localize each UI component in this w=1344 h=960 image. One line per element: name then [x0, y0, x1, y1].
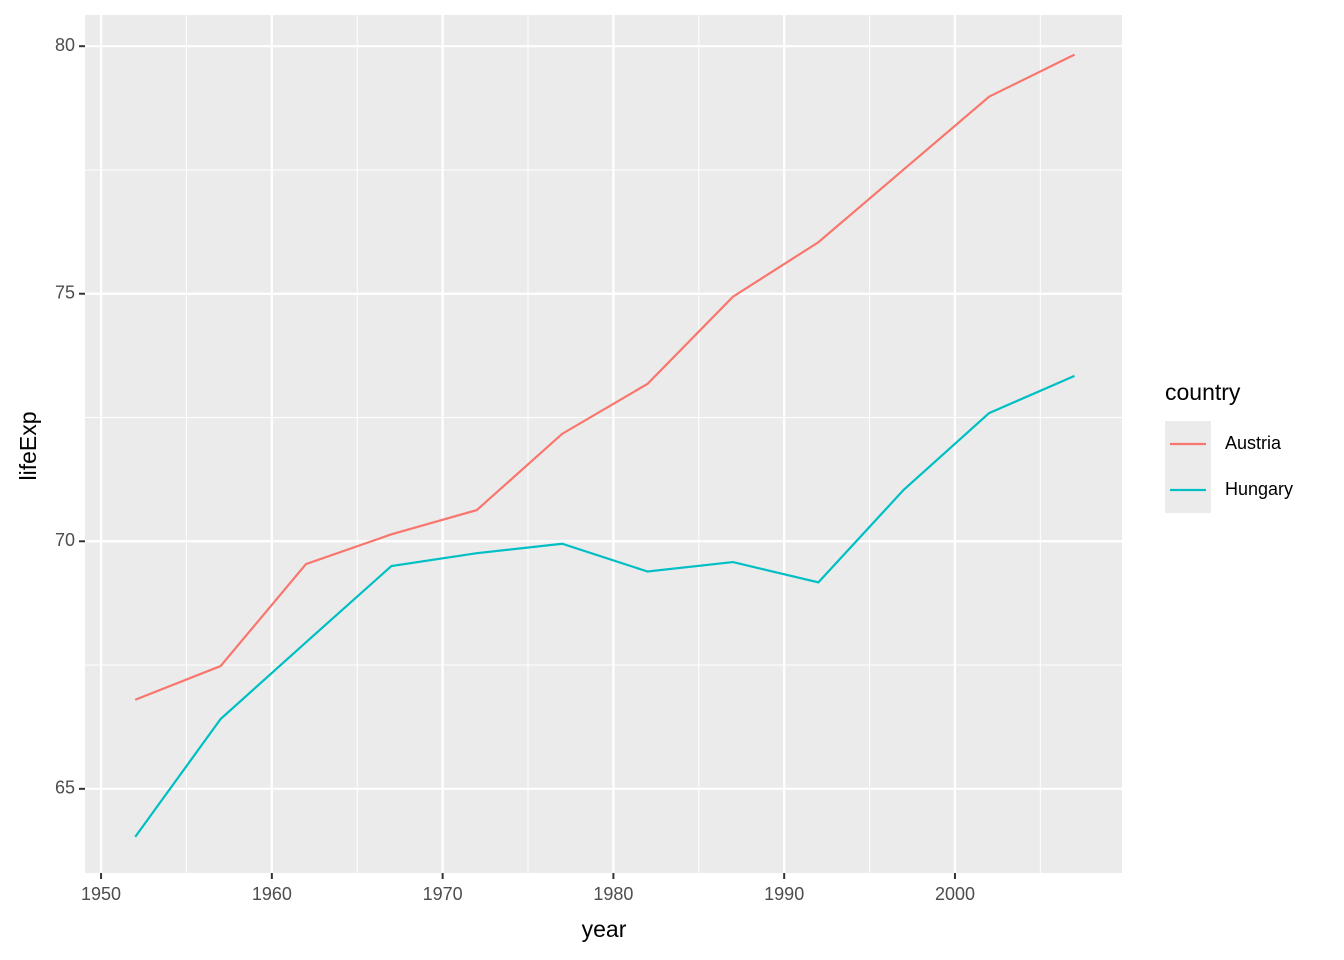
- y-tick-label: 65: [55, 778, 75, 798]
- legend-title: country: [1165, 379, 1241, 405]
- series-line: [134, 374, 1075, 838]
- y-tick-label: 70: [55, 530, 75, 550]
- y-tick-label: 75: [55, 282, 75, 302]
- x-tick-label: 2000: [935, 884, 975, 904]
- x-tick-label: 1960: [252, 884, 292, 904]
- x-tick-label: 1980: [593, 884, 633, 904]
- lines: [134, 53, 1076, 838]
- x-axis-title: year: [582, 916, 627, 942]
- legend-label: Hungary: [1225, 479, 1293, 499]
- x-tick-label: 1990: [764, 884, 804, 904]
- panel: [85, 15, 1122, 873]
- legend-label: Austria: [1225, 433, 1282, 453]
- y-tick-label: 80: [55, 35, 75, 55]
- series-line: [134, 53, 1076, 701]
- y-axis-title: lifeExp: [15, 411, 41, 480]
- grid: [85, 15, 1122, 873]
- x-tick-label: 1970: [423, 884, 463, 904]
- x-tick-label: 1950: [81, 884, 121, 904]
